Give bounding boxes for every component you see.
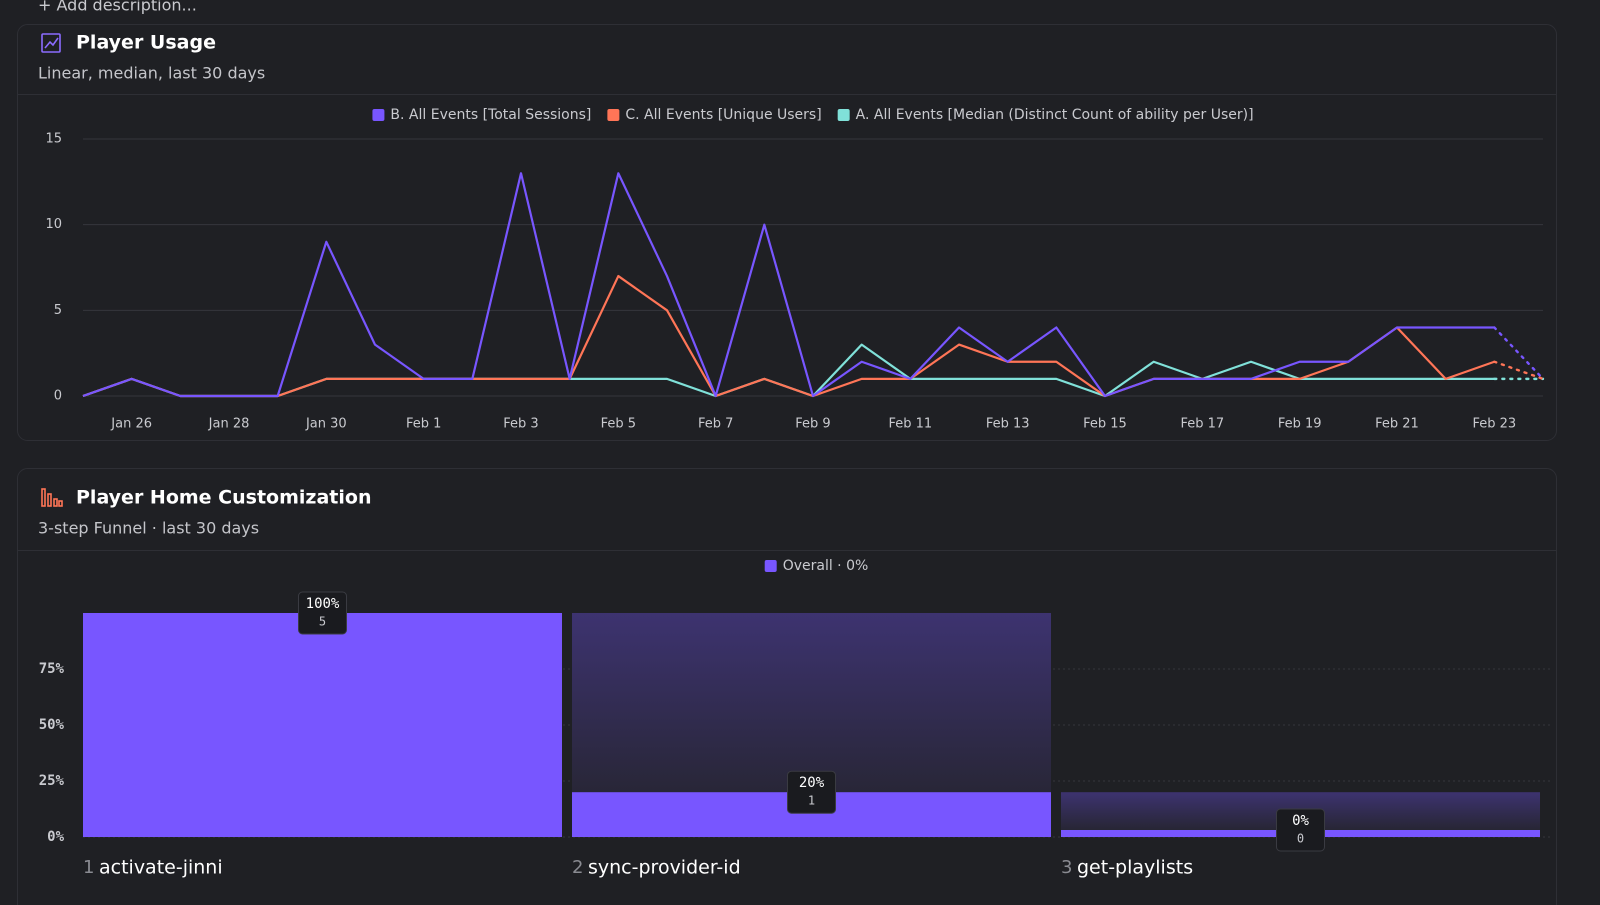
value-label-box <box>1276 808 1325 852</box>
panel <box>17 24 1557 441</box>
y-tick-label: 50% <box>39 717 65 733</box>
chart-subtitle: 3-step Funnel · last 30 days <box>38 519 259 538</box>
value-label-box <box>298 591 347 635</box>
y-tick-label: 15 <box>45 132 62 147</box>
x-tick-label: Feb 7 <box>698 417 733 432</box>
x-tick-label: Feb 9 <box>795 417 830 432</box>
add-description[interactable]: + Add description... <box>38 0 197 15</box>
count-label: 0 <box>1297 832 1304 846</box>
legend: Overall · 0% <box>764 558 869 574</box>
legend-swatch <box>764 560 777 572</box>
x-tick-label: Feb 3 <box>503 417 538 432</box>
legend-label: Overall · 0% <box>783 558 869 574</box>
legend-swatch <box>837 109 850 121</box>
chart-title: Player Home Customization <box>76 487 371 509</box>
x-tick-label: Feb 1 <box>406 417 441 432</box>
legend-label: C. All Events [Unique Users] <box>625 107 821 123</box>
x-tick-label: Feb 13 <box>986 417 1030 432</box>
legend-label: B. All Events [Total Sessions] <box>390 107 591 123</box>
value-label: 0% <box>1292 813 1309 829</box>
value-label-box <box>787 770 836 814</box>
x-tick-label: Feb 19 <box>1278 417 1322 432</box>
count-label: 1 <box>808 794 815 808</box>
chart-subtitle: Linear, median, last 30 days <box>38 64 265 83</box>
partial-period-line <box>1493 326 1545 381</box>
partial-period-line <box>1493 360 1545 381</box>
legend-swatch <box>372 109 385 121</box>
line-chart-icon <box>41 33 61 53</box>
value-label: 100% <box>306 596 340 612</box>
step-number: 2 <box>572 857 583 878</box>
legend-label: A. All Events [Median (Distinct Count of… <box>856 107 1254 123</box>
x-tick-label: Feb 15 <box>1083 417 1127 432</box>
y-tick-label: 0% <box>47 829 64 845</box>
x-tick-label: Jan 26 <box>110 417 152 432</box>
bar <box>83 613 562 837</box>
x-tick-label: Jan 28 <box>208 417 250 432</box>
legend-swatch <box>607 109 620 121</box>
y-tick-label: 10 <box>45 217 62 232</box>
x-tick-label: Feb 23 <box>1472 417 1516 432</box>
value-label: 20% <box>799 775 825 791</box>
y-tick-label: 0 <box>54 389 62 404</box>
series-line <box>82 172 1495 398</box>
y-tick-label: 5 <box>54 303 62 318</box>
step-name: sync-provider-id <box>588 857 741 879</box>
x-tick-label: Feb 5 <box>601 417 636 432</box>
y-tick-label: 75% <box>39 661 65 677</box>
x-tick-label: Feb 17 <box>1180 417 1224 432</box>
step-number: 1 <box>83 857 94 878</box>
legend: B. All Events [Total Sessions] C. All Eve… <box>372 107 1254 123</box>
y-tick-label: 25% <box>39 773 65 789</box>
x-tick-label: Feb 21 <box>1375 417 1419 432</box>
count-label: 5 <box>319 615 326 629</box>
funnel-icon <box>41 488 63 507</box>
series-line <box>82 274 1495 398</box>
step-name: get-playlists <box>1077 857 1193 879</box>
step-name: activate-jinni <box>99 857 223 879</box>
step-number: 3 <box>1061 857 1072 878</box>
chart-title: Player Usage <box>76 32 216 54</box>
x-tick-label: Feb 11 <box>888 417 932 432</box>
x-tick-label: Jan 30 <box>305 417 347 432</box>
